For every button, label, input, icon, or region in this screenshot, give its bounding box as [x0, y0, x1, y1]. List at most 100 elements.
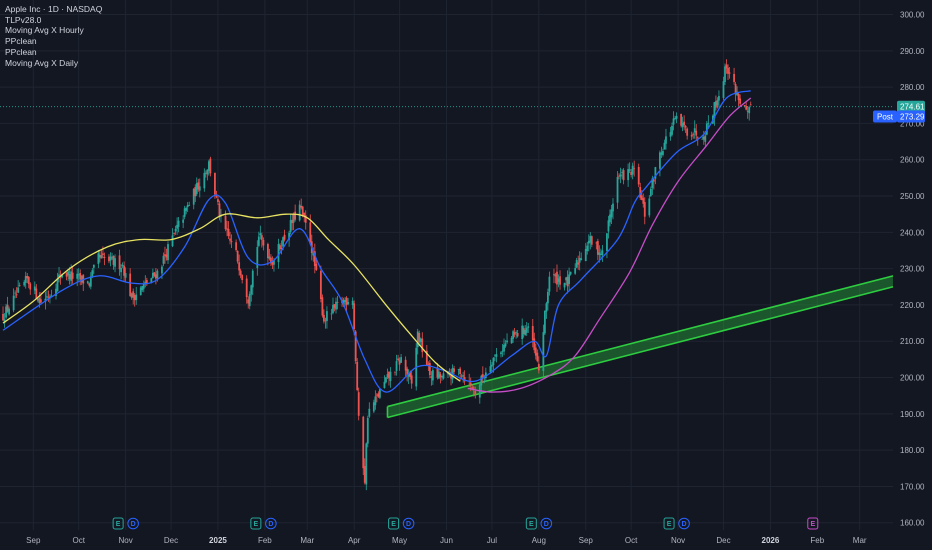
candle [313, 243, 316, 274]
candle-body [575, 260, 578, 268]
candle-body [102, 253, 104, 255]
candle-body [129, 273, 132, 297]
dividend-marker[interactable]: D [402, 517, 415, 530]
candle [596, 238, 599, 261]
candle-body [400, 357, 402, 363]
moving-average-line[interactable] [2, 90, 751, 393]
time-axis-label: Apr [348, 536, 361, 545]
earnings-marker[interactable]: E [250, 517, 262, 530]
candle-body [704, 135, 707, 142]
candle-body [394, 371, 396, 373]
candle-body [713, 102, 716, 119]
candle-body [441, 375, 443, 377]
candle [457, 368, 460, 376]
candle [24, 271, 27, 289]
candle [98, 250, 101, 263]
trend-channel-lower[interactable] [387, 286, 894, 419]
dividend-marker[interactable]: D [127, 517, 139, 530]
candle-body [595, 242, 598, 244]
candle [410, 371, 413, 389]
candle [366, 415, 369, 448]
candle-body [353, 303, 356, 329]
dividend-marker[interactable]: D [678, 517, 690, 530]
candle-body [743, 105, 746, 107]
moving-average-line[interactable] [467, 97, 752, 393]
candle [566, 270, 569, 294]
indicator-label[interactable]: TLPv28.0 [5, 14, 42, 25]
candle [335, 297, 337, 314]
trend-channel-upper[interactable] [387, 275, 894, 408]
earnings-marker[interactable]: E [663, 517, 675, 530]
earnings-marker[interactable]: E [112, 517, 124, 530]
symbol-title[interactable]: Apple Inc · 1D · NASDAQ [5, 4, 103, 14]
candle-body [386, 374, 389, 378]
candle-body [153, 272, 156, 276]
moving-average-line[interactable] [2, 213, 461, 382]
candle-body [474, 391, 477, 395]
candle-body [607, 220, 610, 232]
candle-body [418, 333, 421, 343]
candle-body [2, 313, 4, 321]
candle-body [533, 338, 536, 351]
candle-body [690, 134, 693, 137]
candle [29, 282, 32, 295]
candle [725, 59, 728, 74]
candle-body [218, 203, 221, 218]
candle-body [379, 389, 381, 398]
candle-body [707, 122, 710, 124]
candle [344, 297, 346, 307]
candle-body [471, 387, 474, 390]
candle [610, 204, 613, 225]
candle [18, 282, 21, 287]
indicator-label[interactable]: PPclean [5, 36, 37, 47]
dividend-marker[interactable]: D [540, 517, 553, 530]
candle [500, 351, 502, 358]
candle [463, 370, 466, 386]
indicator-label[interactable]: Moving Avg X Daily [5, 57, 79, 68]
candle-body [463, 377, 466, 382]
candle-body [375, 394, 378, 396]
candle-body [76, 273, 79, 279]
candle-body [91, 270, 94, 278]
candle-body [351, 300, 354, 305]
candle-body [130, 293, 133, 298]
candle-body [6, 304, 9, 312]
candle [418, 330, 421, 347]
candle [227, 221, 230, 239]
candle-body [332, 305, 334, 314]
candle-body [612, 203, 614, 212]
candle [513, 327, 516, 338]
candle [696, 136, 699, 146]
time-axis[interactable]: Sep Oct Nov Dec 2025 Feb Mar Apr May Jun Jul Aug Sep… [26, 536, 867, 545]
indicator-label[interactable]: PPclean [5, 46, 37, 57]
candle [746, 106, 749, 119]
candle-body [118, 255, 121, 270]
trend-channel-fill [387, 275, 893, 418]
price-axis[interactable]: 160.00 170.00 180.00 190.00 200.00 210.00 220.… [900, 11, 925, 528]
candle [229, 231, 231, 245]
event-marker-label: D [406, 521, 411, 528]
candle [590, 235, 593, 248]
dividend-marker[interactable]: D [265, 517, 277, 530]
earnings-marker[interactable]: E [525, 517, 537, 530]
candle-body [649, 188, 652, 196]
indicator-label[interactable]: Moving Avg X Hourly [5, 25, 84, 36]
candle-body [368, 408, 371, 417]
candle-body [251, 270, 254, 288]
candle-body [733, 73, 735, 83]
trend-channel[interactable] [386, 275, 894, 419]
candle-body [174, 229, 177, 232]
earnings-marker[interactable]: E [388, 517, 400, 530]
price-axis-label: 240.00 [900, 228, 925, 237]
candle [531, 318, 534, 348]
time-axis-label: Feb [258, 536, 272, 545]
event-marker-label: D [131, 521, 136, 528]
candle [621, 168, 623, 180]
event-marker-label: E [391, 521, 396, 528]
candle-body [521, 325, 524, 339]
earnings-marker[interactable]: E [807, 517, 819, 530]
candle [671, 122, 673, 137]
